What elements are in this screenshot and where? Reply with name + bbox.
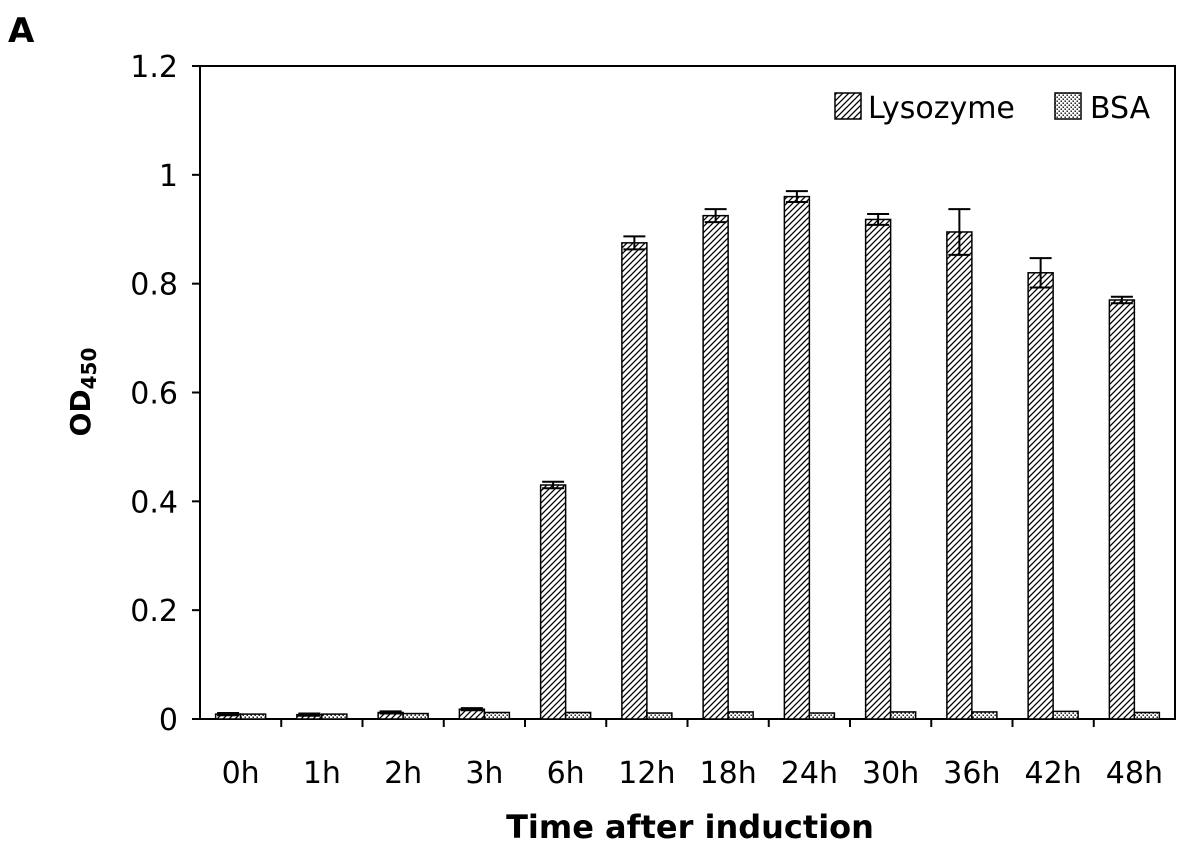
bar-bsa: [1052, 710, 1079, 720]
x-tick-label: 42h: [1025, 756, 1082, 791]
bar-lysozyme: [1027, 272, 1054, 720]
bar-bsa: [239, 713, 267, 720]
legend-swatch-bsa: [1054, 92, 1082, 120]
bar-lysozyme: [621, 242, 648, 720]
bar-lysozyme: [702, 214, 729, 720]
legend-swatch-lysozyme: [834, 92, 862, 120]
bar-bsa: [971, 711, 998, 720]
x-tick-label: 12h: [618, 756, 675, 791]
bar-lysozyme: [539, 484, 567, 720]
legend: Lysozyme BSA: [834, 91, 1151, 126]
x-tick-label: 1h: [303, 756, 341, 791]
panel-label: A: [8, 11, 35, 51]
x-tick-label: 6h: [547, 756, 585, 791]
x-tick-label: 24h: [781, 756, 838, 791]
y-axis-title-main: OD: [64, 389, 97, 436]
y-tick-label: 1: [159, 159, 178, 194]
bar-bsa: [402, 712, 429, 720]
bar-lysozyme: [864, 218, 892, 720]
bar-bsa: [1133, 711, 1161, 720]
y-tick-label: 0.6: [130, 377, 178, 412]
bar-lysozyme: [946, 231, 973, 720]
bar-bsa: [321, 713, 348, 720]
legend-label-bsa: BSA: [1090, 91, 1151, 126]
y-axis-title-subscript: 450: [77, 348, 101, 390]
x-tick-label: 30h: [862, 756, 919, 791]
plot-area: 0 0.2 0.4 0.6 0.8 1 1.2 0h 1h 2h 3h 6h 12h 18h 24h 30h 3…: [130, 50, 1176, 791]
y-tick-label: 0.2: [130, 594, 178, 629]
bar-bsa: [808, 712, 836, 720]
bar-lysozyme: [783, 195, 811, 720]
y-axis-title: OD450: [64, 348, 101, 437]
y-tick-label: 0: [159, 703, 178, 738]
y-tick-label: 0.8: [130, 268, 178, 303]
x-tick-label: 3h: [465, 756, 503, 791]
y-tick-label: 1.2: [130, 50, 178, 85]
x-tick-label: 0h: [222, 756, 260, 791]
bar-bsa: [727, 711, 754, 720]
bar-bsa: [646, 712, 673, 720]
x-axis-title: Time after induction: [506, 808, 874, 842]
legend-label-lysozyme: Lysozyme: [868, 91, 1015, 126]
x-tick-label: 36h: [943, 756, 1000, 791]
bar-bsa: [483, 711, 511, 720]
bar-bsa: [889, 711, 917, 720]
y-tick-label: 0.4: [130, 485, 178, 520]
x-tick-label: 48h: [1106, 756, 1163, 791]
x-tick-label: 18h: [700, 756, 757, 791]
x-tick-label: 2h: [384, 756, 422, 791]
bar-lysozyme: [1108, 299, 1136, 720]
bar-bsa: [564, 711, 592, 720]
